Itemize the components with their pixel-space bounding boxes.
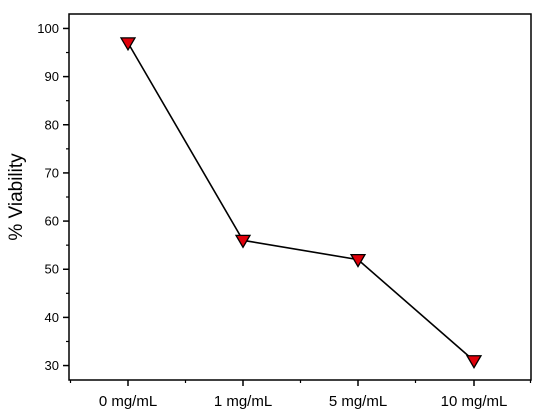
x-axis: 0 mg/mL 1 mg/mL 5 mg/mL 10 mg/mL [69,380,532,410]
x-tick-label: 0 mg/mL [99,393,157,410]
x-tick-label: 5 mg/mL [329,393,387,410]
plot-frame [68,13,532,381]
y-tick-label: 70 [45,165,59,180]
y-tick-label: 100 [37,21,59,36]
data-point-marker [349,253,367,268]
series-line [127,42,475,362]
series-layer [119,37,483,370]
x-tick-label: 10 mg/mL [441,393,508,410]
y-tick-label: 80 [45,117,59,132]
data-point-marker [119,37,137,52]
data-point-marker [465,355,483,370]
data-point-marker [234,234,252,249]
y-tick-label: 60 [45,214,59,229]
y-tick-label: 90 [45,69,59,84]
x-tick-label: 1 mg/mL [214,393,272,410]
y-tick-label: 40 [45,310,59,325]
y-axis-title: % Viability [6,153,27,241]
y-axis: 30 40 50 60 70 80 90 100 [37,21,69,373]
y-tick-label: 50 [45,262,59,277]
y-tick-label: 30 [45,358,59,373]
